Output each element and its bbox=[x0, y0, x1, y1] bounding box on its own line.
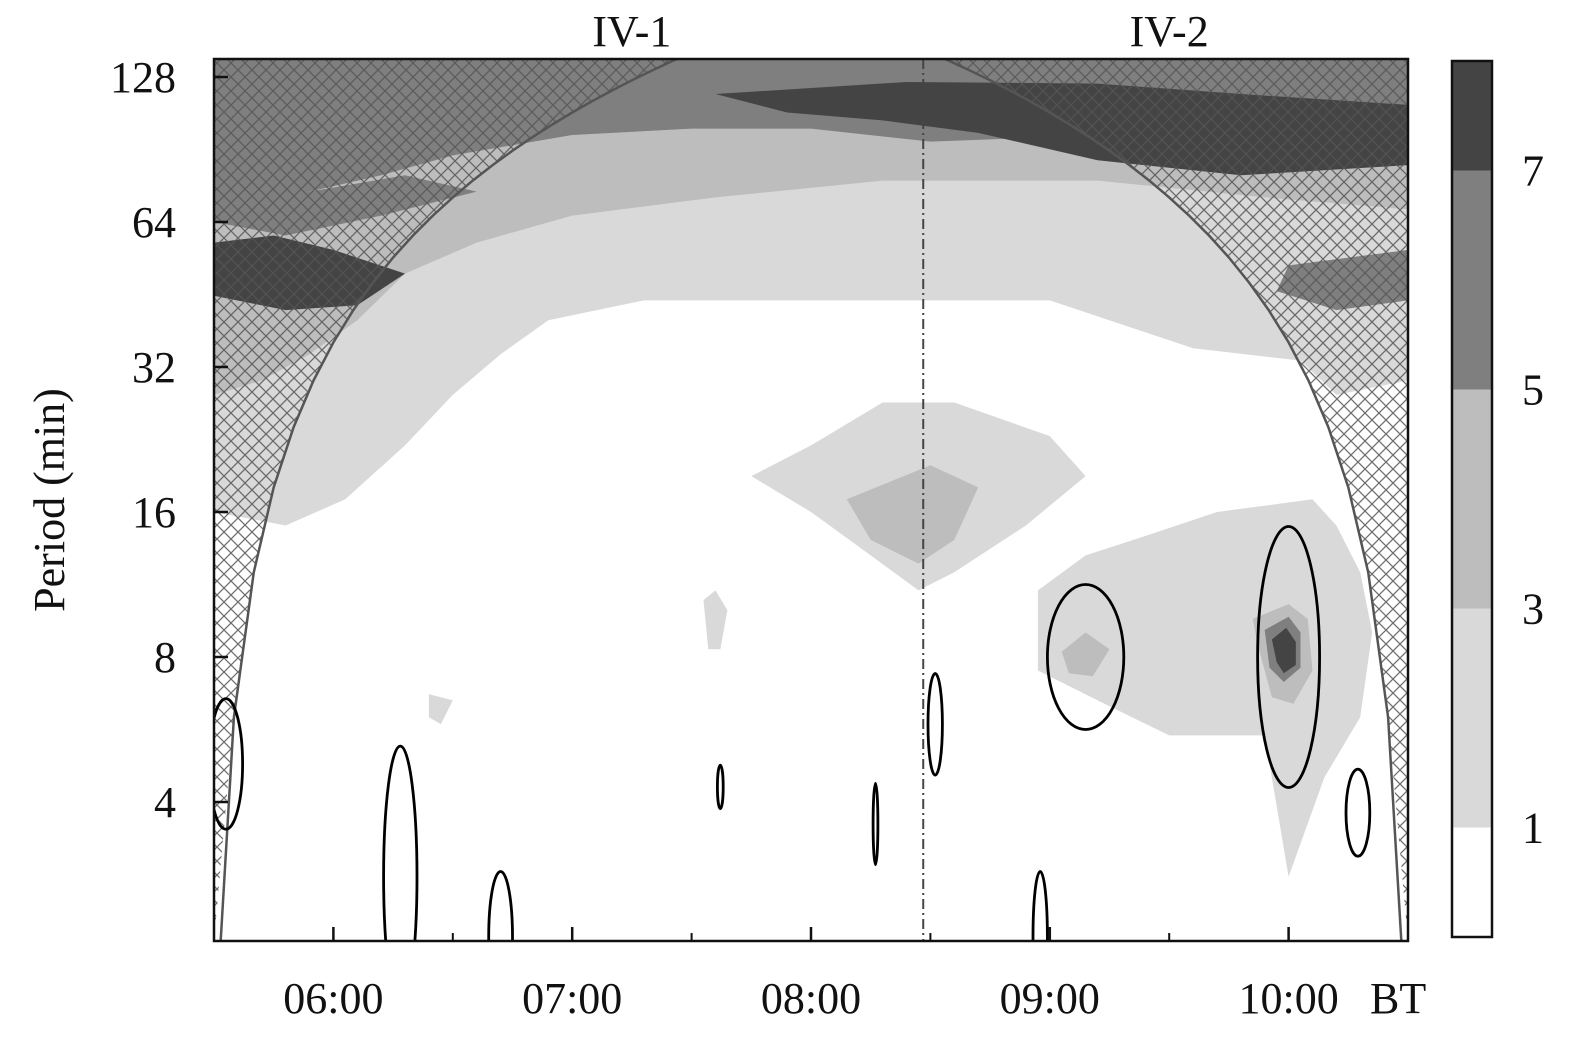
colorbar-swatch bbox=[1452, 61, 1492, 171]
y-tick-label: 64 bbox=[132, 198, 176, 247]
significance-contour bbox=[715, 763, 725, 811]
y-tick-label: 8 bbox=[154, 633, 176, 682]
x-tick-label: 08:00 bbox=[761, 974, 861, 1023]
y-axis: 4 8 16 32 64 128 bbox=[110, 53, 228, 827]
significance-contour bbox=[1256, 525, 1321, 789]
x-tick-label: 06:00 bbox=[283, 974, 383, 1023]
colorbar-tick-label: 5 bbox=[1522, 366, 1544, 415]
colorbar: 1 3 5 7 bbox=[1450, 59, 1544, 939]
significance-contour bbox=[1344, 767, 1372, 858]
significance-contour bbox=[1031, 870, 1049, 941]
significance-contour bbox=[487, 870, 514, 941]
x-axis: 06:00 07:00 08:00 09:00 10:00 bbox=[213, 927, 1409, 1023]
significance-contours bbox=[214, 525, 1372, 941]
segment-label: IV-1 bbox=[592, 7, 671, 56]
y-tick-label: 128 bbox=[110, 53, 176, 102]
y-axis-title: Period (min) bbox=[25, 388, 74, 612]
cone-of-influence bbox=[214, 59, 1408, 941]
significance-contour bbox=[926, 672, 944, 777]
power-patch-small bbox=[703, 590, 728, 650]
y-tick-label: 16 bbox=[132, 488, 176, 537]
colorbar-swatch bbox=[1452, 608, 1492, 828]
segment-label: IV-2 bbox=[1130, 7, 1209, 56]
colorbar-tick-label: 3 bbox=[1522, 585, 1544, 634]
power-patch-small-2 bbox=[428, 694, 453, 725]
colorbar-tick-label: 1 bbox=[1522, 804, 1544, 853]
power-patch-right-a bbox=[1061, 632, 1110, 677]
colorbar-swatch bbox=[1452, 827, 1492, 937]
x-tick-label: 07:00 bbox=[522, 974, 622, 1023]
significance-contour bbox=[382, 744, 419, 941]
colorbar-swatch bbox=[1452, 170, 1492, 390]
coi-hatch bbox=[214, 59, 1408, 941]
y-tick-label: 32 bbox=[132, 343, 176, 392]
y-tick-label: 4 bbox=[154, 778, 176, 827]
power-patch-right-d bbox=[1271, 627, 1296, 674]
segment-labels: IV-1 IV-2 bbox=[592, 7, 1208, 56]
colorbar-swatch bbox=[1452, 389, 1492, 609]
colorbar-tick-label: 7 bbox=[1522, 147, 1544, 196]
coi-boundary bbox=[219, 59, 1403, 941]
colorbar-frame bbox=[1450, 59, 1494, 939]
power-patch-center-mid bbox=[846, 465, 979, 564]
x-axis-unit-label: BT bbox=[1370, 974, 1426, 1023]
x-tick-label: 09:00 bbox=[1000, 974, 1100, 1023]
significance-contour bbox=[1046, 583, 1126, 731]
significance-contour bbox=[871, 782, 880, 867]
power-patch-right bbox=[1037, 499, 1373, 877]
significance-contour bbox=[214, 697, 244, 831]
x-tick-label: 10:00 bbox=[1238, 974, 1338, 1023]
